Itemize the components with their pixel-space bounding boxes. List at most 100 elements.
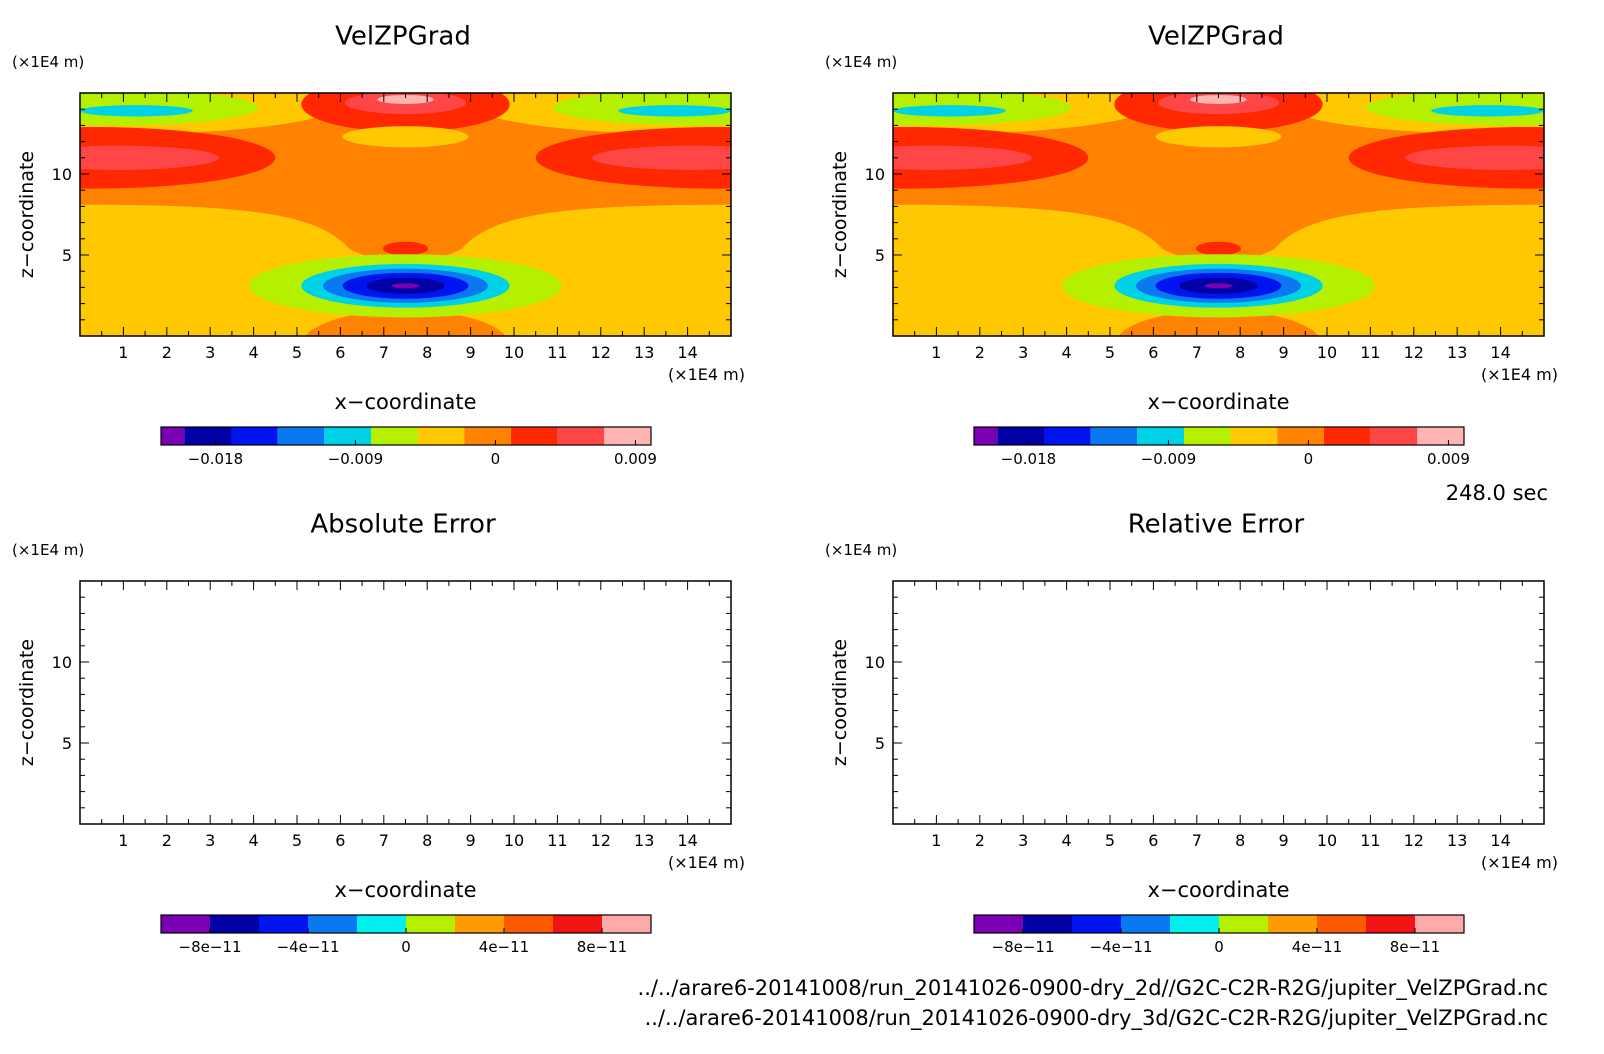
x-tick-label: 2 bbox=[975, 831, 985, 850]
y-unit-label: (×1E4 m) bbox=[825, 541, 897, 559]
x-tick-label: 6 bbox=[335, 343, 345, 362]
x-tick-label: 13 bbox=[634, 343, 654, 362]
colorbar-swatch bbox=[557, 427, 605, 445]
x-tick-label: 8 bbox=[1235, 831, 1245, 850]
top-center-gold bbox=[342, 126, 469, 148]
x-tick-label: 12 bbox=[1404, 831, 1424, 850]
y-unit-label: (×1E4 m) bbox=[825, 53, 897, 71]
colorbar-tick-label: 4e−11 bbox=[479, 938, 529, 956]
colorbar-swatch bbox=[184, 427, 231, 445]
panel-2: Absolute Error(×1E4 m)1 2 3 4 5 6 7 8 9 10 11 12 13 1… bbox=[12, 510, 745, 957]
x-tick-label: 7 bbox=[1192, 343, 1202, 362]
x-tick-label: 13 bbox=[1447, 343, 1467, 362]
colorbar-swatch bbox=[406, 915, 455, 933]
colorbar-tick-label: 0 bbox=[491, 450, 501, 468]
colorbar-tick-label: 0 bbox=[1214, 938, 1224, 956]
colorbar-swatch bbox=[602, 915, 651, 933]
panel-1: VelZPGrad(×1E4 m)1 2 3 4 5 6 7 8 9 10 11 12 13 14(×1E… bbox=[825, 22, 1558, 469]
x-tick-label: 8 bbox=[1235, 343, 1245, 362]
bullseye-purple bbox=[1204, 283, 1233, 289]
colorbar-tick-label: −8e−11 bbox=[179, 938, 242, 956]
x-tick-label: 14 bbox=[677, 343, 697, 362]
colorbar-swatch bbox=[1370, 427, 1418, 445]
x-tick-label: 9 bbox=[466, 831, 476, 850]
colorbar-tick-label: 0.009 bbox=[1427, 450, 1470, 468]
colorbar-swatch bbox=[231, 427, 278, 445]
x-tick-label: 4 bbox=[1062, 343, 1072, 362]
x-axis-label: x−coordinate bbox=[1147, 878, 1289, 902]
y-unit-label: (×1E4 m) bbox=[12, 53, 84, 71]
colorbar-swatch bbox=[357, 915, 406, 933]
y-axis-label: z−coordinate bbox=[829, 639, 851, 766]
x-tick-label: 1 bbox=[931, 343, 941, 362]
panel-3: Relative Error(×1E4 m)1 2 3 4 5 6 7 8 9 10 11 12 13 1… bbox=[825, 510, 1558, 957]
x-tick-label: 3 bbox=[1018, 831, 1028, 850]
x-tick-label: 2 bbox=[975, 343, 985, 362]
panel-title: VelZPGrad bbox=[335, 22, 471, 52]
x-unit-label: (×1E4 m) bbox=[668, 365, 745, 384]
colorbar-swatch bbox=[1417, 427, 1464, 445]
colorbar-swatch bbox=[974, 427, 998, 445]
x-axis-label: x−coordinate bbox=[334, 878, 476, 902]
colorbar-tick-label: 0 bbox=[1304, 450, 1314, 468]
x-tick-label: 6 bbox=[335, 831, 345, 850]
small-red-lobe bbox=[382, 241, 429, 256]
x-tick-label: 4 bbox=[1062, 831, 1072, 850]
colorbar-swatch bbox=[504, 915, 553, 933]
top-center-light bbox=[377, 94, 434, 105]
colorbar-swatch bbox=[1184, 427, 1231, 445]
colorbar-swatch bbox=[464, 427, 511, 445]
x-tick-label: 10 bbox=[504, 343, 524, 362]
colorbar-swatch bbox=[1023, 915, 1072, 933]
x-tick-label: 11 bbox=[1360, 343, 1380, 362]
colorbar-swatch bbox=[161, 427, 185, 445]
y-tick-label: 10 bbox=[865, 653, 885, 672]
colorbar-frame bbox=[973, 426, 1465, 446]
x-tick-label: 8 bbox=[422, 343, 432, 362]
x-tick-label: 3 bbox=[1018, 343, 1028, 362]
y-tick-label: 5 bbox=[62, 246, 72, 265]
colorbar-swatch bbox=[1317, 915, 1366, 933]
panel-title: VelZPGrad bbox=[1148, 22, 1284, 52]
x-tick-label: 3 bbox=[205, 343, 215, 362]
colorbar-tick-label: 8e−11 bbox=[577, 938, 627, 956]
colorbar-swatch bbox=[210, 915, 259, 933]
colorbar-tick-label: −0.009 bbox=[328, 450, 384, 468]
lobe-upper-left-cyan bbox=[80, 105, 193, 117]
bottom-center-orange bbox=[305, 310, 506, 336]
colorbar-swatch bbox=[371, 427, 418, 445]
contour-field bbox=[893, 93, 1544, 336]
colorbar-swatch bbox=[1415, 915, 1464, 933]
x-tick-label: 5 bbox=[1105, 343, 1115, 362]
x-tick-label: 9 bbox=[466, 343, 476, 362]
colorbar-swatch bbox=[417, 427, 465, 445]
plot-frame bbox=[892, 580, 1545, 825]
x-tick-label: 12 bbox=[1404, 343, 1424, 362]
x-tick-label: 10 bbox=[504, 831, 524, 850]
x-tick-label: 7 bbox=[379, 831, 389, 850]
colorbar-swatch bbox=[308, 915, 357, 933]
lobe-mid-left-pink bbox=[893, 145, 1032, 170]
y-tick-label: 5 bbox=[875, 246, 885, 265]
colorbar-tick-label: −0.009 bbox=[1141, 450, 1197, 468]
contour-field bbox=[80, 93, 731, 336]
x-tick-label: 1 bbox=[931, 831, 941, 850]
lobe-upper-right-cyan bbox=[1431, 105, 1544, 117]
x-tick-label: 6 bbox=[1148, 831, 1158, 850]
colorbar-swatch bbox=[511, 427, 558, 445]
file-path-2: ../../arare6-20141008/run_20141026-0900-… bbox=[645, 1006, 1548, 1031]
x-tick-label: 9 bbox=[1279, 343, 1289, 362]
x-tick-label: 11 bbox=[547, 343, 567, 362]
x-tick-label: 12 bbox=[591, 831, 611, 850]
x-axis-label: x−coordinate bbox=[334, 390, 476, 414]
colorbar-tick-label: −0.018 bbox=[1001, 450, 1057, 468]
x-unit-label: (×1E4 m) bbox=[1481, 853, 1558, 872]
colorbar-tick-label: 8e−11 bbox=[1390, 938, 1440, 956]
x-tick-label: 7 bbox=[379, 343, 389, 362]
colorbar-swatch bbox=[553, 915, 602, 933]
colorbar-tick-label: −8e−11 bbox=[992, 938, 1055, 956]
y-tick-label: 10 bbox=[52, 165, 72, 184]
top-center-light bbox=[1190, 94, 1247, 105]
y-tick-label: 5 bbox=[875, 734, 885, 753]
colorbar-frame bbox=[160, 426, 652, 446]
